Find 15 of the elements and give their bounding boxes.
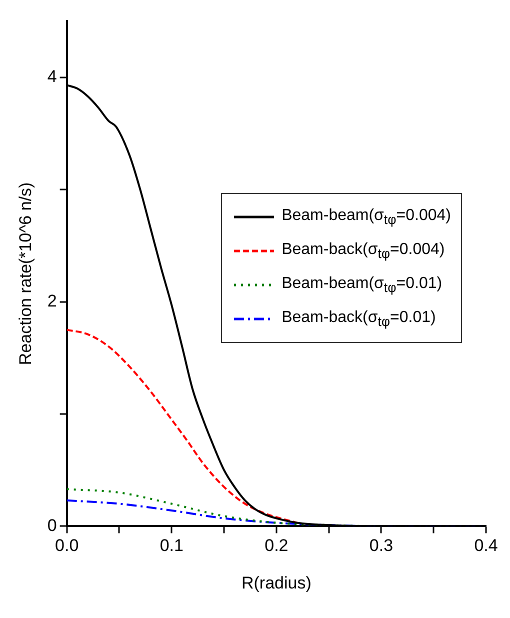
legend-label: Beam-back(σ$_{tφ}$=0.004) (282, 240, 445, 262)
legend-label: Beam-beam(σ$_{tφ}$=0.01) (282, 274, 442, 296)
x-axis-title: R(radius) (241, 573, 312, 592)
y-tick-label: 4 (47, 67, 57, 86)
y-axis-title: Reaction rate(*10^6 n/s) (16, 182, 35, 366)
legend-label: Beam-back(σ$_{tφ}$=0.01) (282, 308, 436, 330)
y-tick-label: 2 (47, 291, 57, 310)
x-tick-label: 0.4 (474, 536, 498, 556)
line-series (66, 328, 298, 524)
legend-label: Beam-beam(σ$_{tφ}$=0.004) (282, 206, 451, 228)
x-tick-label: 0.3 (369, 536, 394, 556)
x-tick-label: 0.1 (160, 536, 184, 556)
x-tick-label: 0.2 (264, 536, 288, 556)
x-tick-label: 0.0 (55, 536, 79, 556)
y-tick-label: 0 (47, 516, 57, 535)
